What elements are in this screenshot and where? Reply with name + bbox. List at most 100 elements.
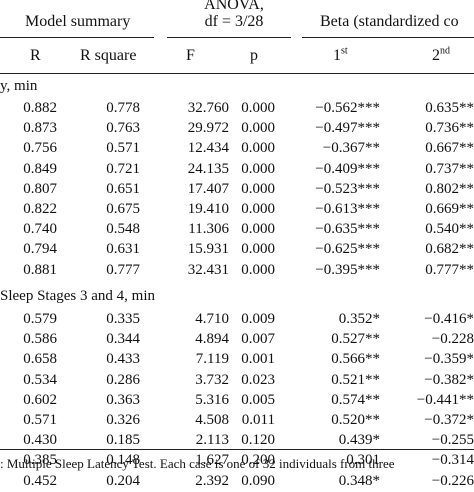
table-cell: 0.602 (23, 391, 57, 408)
table-cell: 0.352* (338, 311, 380, 327)
table-cell: −0.523*** (315, 180, 380, 197)
table-cell: 0.001 (241, 351, 275, 368)
table-cell: 0.540** (425, 221, 474, 238)
col-header-f: F (186, 47, 195, 64)
table-cell: 0.005 (241, 391, 275, 408)
col-header-beta-1st: 1st (333, 46, 348, 65)
table-cell: 5.316 (195, 391, 229, 408)
table-row: 0.740 0.548 11.306 0.000 −0.635*** 0.540** (0, 219, 474, 240)
rule-anova (167, 37, 291, 38)
table-cell: −0.382* (424, 371, 474, 388)
table-cell: 0.631 (106, 241, 140, 258)
table-cell: 0.433 (106, 351, 140, 368)
section-title-sleep-stages: Sleep Stages 3 and 4, min (0, 288, 155, 304)
table-cell: −0.314 (431, 452, 474, 469)
table-cell: 0.635** (425, 100, 474, 116)
table-cell: 0.000 (241, 241, 275, 258)
table-row: 0.873 0.763 29.972 0.000 −0.497*** 0.736** (0, 118, 474, 139)
table-row: 0.430 0.185 2.113 0.120 0.439* −0.255 (0, 430, 474, 451)
table-cell: 4.710 (195, 311, 229, 327)
table-row: 0.571 0.326 4.508 0.011 0.520** −0.372* (0, 410, 474, 431)
table-cell: 0.675 (106, 201, 140, 217)
table-cell: −0.497*** (315, 120, 380, 137)
table-cell: 0.756 (23, 140, 57, 157)
table-cell: 0.534 (23, 371, 57, 388)
table-cell: 0.000 (241, 140, 275, 157)
table-cell: 0.682** (425, 241, 474, 258)
table-cell: 0.586 (23, 331, 57, 348)
table-cell: −0.416* (424, 311, 474, 327)
header-beta: Beta (standardized co (320, 13, 459, 30)
table-cell: 0.763 (106, 120, 140, 137)
table-cell: 3.732 (195, 371, 229, 388)
table-cell: 4.894 (195, 331, 229, 348)
table-cell: 0.430 (23, 432, 57, 449)
table-cell: −0.613*** (315, 201, 380, 217)
rule-model-summary (0, 37, 154, 38)
table-cell: 0.335 (106, 311, 140, 327)
col-header-r: R (30, 47, 41, 64)
table-cell: −0.395*** (315, 261, 380, 278)
header-model-summary: Model summary (25, 13, 131, 30)
table-cell: −0.228 (431, 331, 474, 348)
table-cell: 0.344 (106, 331, 140, 348)
table-cell: 32.431 (187, 261, 229, 278)
table-bottom-rule (0, 449, 474, 450)
table-cell: 0.566** (331, 351, 380, 368)
table-cell: −0.635*** (315, 221, 380, 238)
table-cell: 0.185 (106, 432, 140, 449)
table-row: 0.385 0.148 1.627 0.200 0.301 −0.314 (0, 450, 474, 471)
table-cell: 0.000 (241, 180, 275, 197)
table-cell: 0.148 (106, 452, 140, 469)
header-anova-line2: df = 3/28 (204, 13, 264, 30)
table-cell: −0.409*** (315, 160, 380, 177)
table-cell: 24.135 (187, 160, 229, 177)
table-cell: −0.562*** (315, 100, 380, 116)
header-bottom-rule (0, 73, 474, 74)
table-cell: 17.407 (187, 180, 229, 197)
table-cell: 0.363 (106, 391, 140, 408)
table-cell: 0.849 (23, 160, 57, 177)
table-cell: −0.255 (431, 432, 474, 449)
table-row: 0.882 0.778 32.760 0.000 −0.562*** 0.635** (0, 98, 474, 119)
col-header-r-square: R square (80, 47, 137, 64)
table-cell: 0.571 (106, 140, 140, 157)
table-cell: 0.000 (241, 261, 275, 278)
table-cell: 0.326 (106, 412, 140, 428)
table-cell: 12.434 (187, 140, 229, 157)
table-row: 0.658 0.433 7.119 0.001 0.566** −0.359* (0, 349, 474, 370)
table-cell: 15.931 (187, 241, 229, 258)
table-row: 0.849 0.721 24.135 0.000 −0.409*** 0.737** (0, 159, 474, 180)
table-row: 0.586 0.344 4.894 0.007 0.527** −0.228 (0, 329, 474, 350)
table-cell: 0.385 (23, 452, 57, 469)
table-cell: 0.520** (331, 412, 380, 428)
table-cell: 0.301 (346, 452, 380, 469)
table-cell: 7.119 (195, 351, 229, 368)
table-cell: 11.306 (188, 221, 229, 238)
table-cell: 0.023 (241, 371, 275, 388)
rule-beta (302, 37, 474, 38)
table-cell: 19.410 (187, 201, 229, 217)
table-cell: 32.760 (187, 100, 229, 116)
table-cell: −0.625*** (315, 241, 380, 258)
table-cell: 0.574** (331, 391, 380, 408)
table-cell: 0.669** (425, 201, 474, 217)
col-header-beta-2nd: 2nd (432, 45, 450, 65)
header-anova-line1: ANOVA, (204, 0, 264, 13)
table-cell: 4.508 (195, 412, 229, 428)
table-row: 0.794 0.631 15.931 0.000 −0.625*** 0.682** (0, 239, 474, 260)
table-cell: 0.009 (241, 311, 275, 327)
table-cell: 0.200 (241, 452, 275, 469)
table-row: 0.807 0.651 17.407 0.000 −0.523*** 0.802** (0, 179, 474, 200)
section-title-latency: y, min (0, 78, 38, 94)
table-cell: 0.667** (425, 140, 474, 157)
table-cell: 0.777** (425, 261, 474, 278)
table-cell: 0.777 (106, 261, 140, 278)
col-header-beta-2nd-sup: nd (440, 45, 450, 57)
table-cell: 0.778 (106, 100, 140, 116)
table-cell: −0.359* (424, 351, 474, 368)
table-cell: 0.439* (338, 432, 380, 449)
col-header-beta-2nd-num: 2 (432, 47, 440, 64)
table-cell: 0.011 (241, 412, 275, 428)
table-row: 0.602 0.363 5.316 0.005 0.574** −0.441** (0, 390, 474, 411)
